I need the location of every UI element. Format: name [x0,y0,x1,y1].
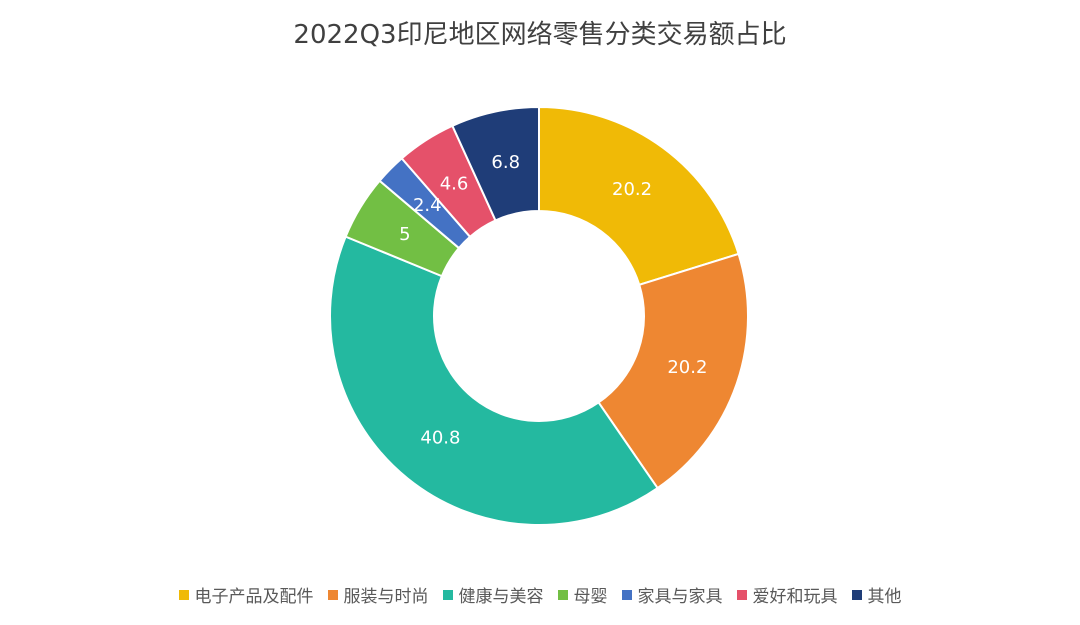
legend-label: 母婴 [573,587,608,607]
data-label-5: 4.6 [440,173,469,194]
legend-label: 家具与家具 [637,587,723,607]
legend-item-1: 服装与时尚 [327,582,429,607]
data-label-3: 5 [399,224,410,245]
legend-swatch [736,589,747,600]
legend-label: 爱好和玩具 [752,587,838,607]
legend-swatch [851,589,862,600]
donut-slices [329,105,749,526]
legend-item-4: 家具与家具 [621,582,723,607]
legend-item-5: 爱好和玩具 [736,582,838,607]
legend-label: 电子产品及配件 [194,587,314,607]
legend-label: 服装与时尚 [343,587,429,607]
data-label-0: 20.2 [612,179,652,200]
slice-6 [451,105,540,222]
data-label-2: 40.8 [420,428,460,449]
slice-1 [597,252,749,490]
legend-item-6: 其他 [851,582,902,607]
legend-swatch [178,589,189,600]
data-label-6: 6.8 [491,152,520,173]
legend-label: 其他 [867,587,902,607]
legend-item-0: 电子产品及配件 [178,582,314,607]
slice-2 [329,235,659,526]
legend-swatch [557,589,568,600]
legend-label: 健康与美容 [458,587,544,607]
legend-item-3: 母婴 [557,582,608,607]
legend-swatch [621,589,632,600]
slice-0 [538,105,740,287]
data-label-1: 20.2 [667,357,707,378]
legend-item-2: 健康与美容 [442,582,544,607]
data-label-4: 2.4 [413,195,442,216]
donut-labels: 20.2 20.2 40.8 52.44.6 6.8 [399,152,707,449]
chart-legend: 电子产品及配件 服装与时尚 健康与美容 母婴 家具与家具 爱好和玩具 其他 [0,582,1080,607]
chart-title: 2022Q3印尼地区网络零售分类交易额占比 [293,20,787,50]
legend-swatch [327,589,338,600]
legend-swatch [442,589,453,600]
